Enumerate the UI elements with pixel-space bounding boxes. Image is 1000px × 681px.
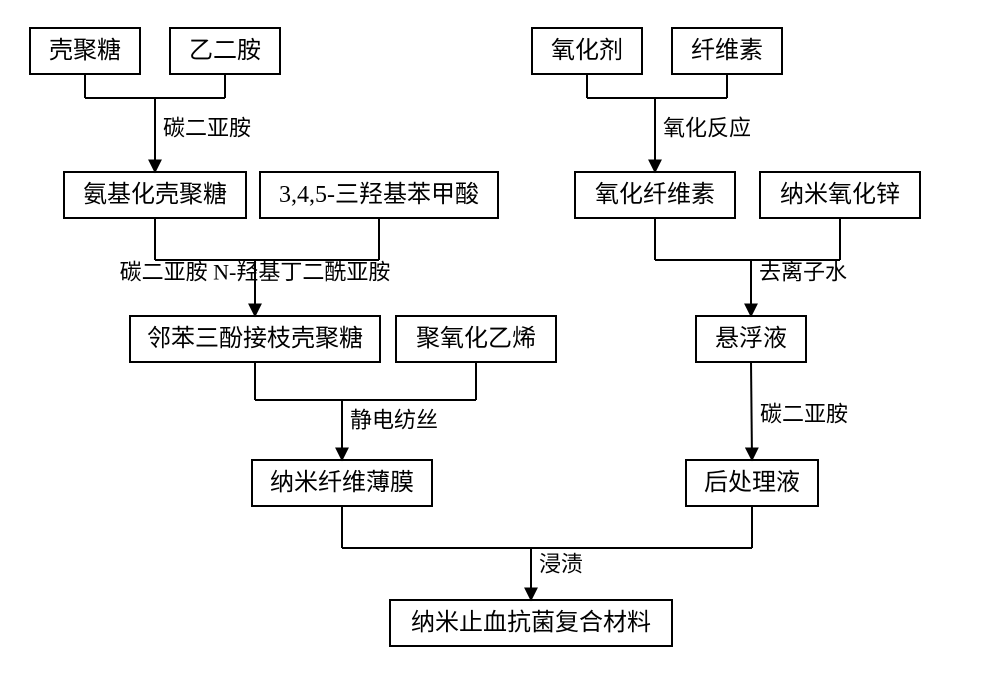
node-label: 氨基化壳聚糖 bbox=[83, 181, 227, 208]
node-nano-zno: 纳米氧化锌 bbox=[760, 172, 920, 218]
node-pyrogallol-chitosan: 邻苯三酚接枝壳聚糖 bbox=[130, 316, 380, 362]
node-label: 聚氧化乙烯 bbox=[416, 325, 536, 352]
node-label: 氧化纤维素 bbox=[595, 181, 715, 208]
node-label: 纤维素 bbox=[691, 37, 763, 64]
node-label: 后处理液 bbox=[704, 469, 800, 496]
node-trihydroxy-acid: 3,4,5-三羟基苯甲酸 bbox=[260, 172, 498, 218]
node-label: 壳聚糖 bbox=[49, 37, 121, 64]
node-post-solution: 后处理液 bbox=[686, 460, 818, 506]
edge-label: 浸渍 bbox=[539, 552, 583, 577]
node-ethylenediamine: 乙二胺 bbox=[170, 28, 280, 74]
node-label: 纳米纤维薄膜 bbox=[270, 469, 414, 496]
node-label: 乙二胺 bbox=[189, 37, 261, 64]
node-amino-chitosan: 氨基化壳聚糖 bbox=[64, 172, 246, 218]
node-oxidant: 氧化剂 bbox=[532, 28, 642, 74]
connector bbox=[751, 362, 752, 460]
node-chitosan: 壳聚糖 bbox=[30, 28, 140, 74]
node-peo: 聚氧化乙烯 bbox=[396, 316, 556, 362]
edge-label: 去离子水 bbox=[759, 260, 847, 285]
node-label: 邻苯三酚接枝壳聚糖 bbox=[147, 325, 363, 352]
node-oxidized-cellulose: 氧化纤维素 bbox=[575, 172, 735, 218]
edge-label: 静电纺丝 bbox=[350, 408, 438, 433]
node-nanofiber-film: 纳米纤维薄膜 bbox=[252, 460, 432, 506]
node-label: 3,4,5-三羟基苯甲酸 bbox=[279, 181, 479, 208]
edge-label: 碳二亚胺 N-羟基丁二酰亚胺 bbox=[120, 260, 391, 285]
node-label: 氧化剂 bbox=[551, 37, 623, 64]
node-cellulose: 纤维素 bbox=[672, 28, 782, 74]
node-label: 悬浮液 bbox=[715, 325, 787, 352]
node-label: 纳米止血抗菌复合材料 bbox=[411, 609, 651, 636]
flowchart: 壳聚糖 乙二胺 氧化剂 纤维素 氨基化壳聚糖 3,4,5-三羟基苯甲酸 氧化纤维… bbox=[0, 0, 1000, 681]
edge-label: 碳二亚胺 bbox=[163, 116, 251, 141]
node-composite-material: 纳米止血抗菌复合材料 bbox=[390, 600, 672, 646]
edge-label: 碳二亚胺 bbox=[760, 402, 848, 427]
node-suspension: 悬浮液 bbox=[696, 316, 806, 362]
edge-label: 氧化反应 bbox=[663, 116, 751, 141]
node-label: 纳米氧化锌 bbox=[780, 181, 900, 208]
